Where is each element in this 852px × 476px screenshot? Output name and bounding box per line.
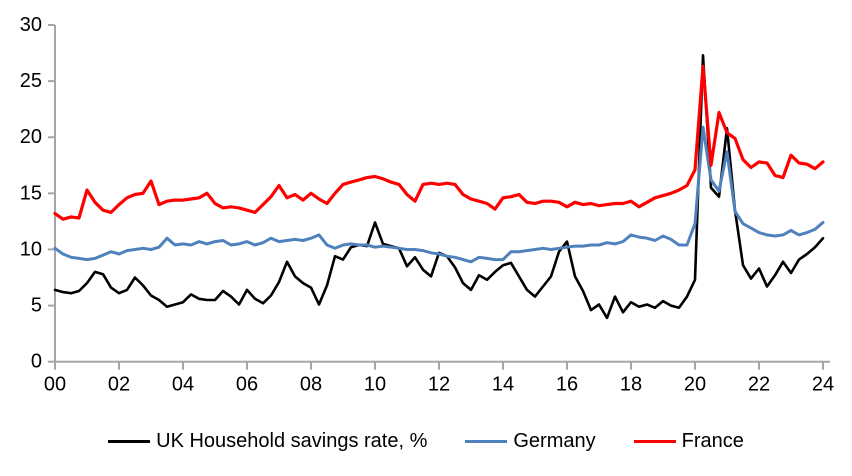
x-tick-label: 04 <box>172 374 194 396</box>
x-tick-label: 10 <box>364 374 386 396</box>
legend-item-france: France <box>633 430 744 452</box>
x-tick-label: 22 <box>748 374 770 396</box>
x-tick-label: 24 <box>812 374 834 396</box>
uk-line-swatch <box>108 439 151 443</box>
y-tick-label: 5 <box>31 295 42 317</box>
x-tick-label: 18 <box>620 374 642 396</box>
x-tick-label: 12 <box>428 374 450 396</box>
series-line-2 <box>53 64 825 221</box>
legend-label-uk: UK Household savings rate, % <box>156 430 428 452</box>
legend-item-uk: UK Household savings rate, % <box>108 431 427 451</box>
y-tick-label: 25 <box>20 70 42 92</box>
x-tick-label: 20 <box>684 374 706 396</box>
germany-line-swatch <box>465 439 508 443</box>
y-tick-label: 15 <box>20 182 42 204</box>
y-tick-label: 20 <box>20 126 42 148</box>
y-tick-label: 0 <box>31 351 42 373</box>
chart-legend: UK Household savings rate, % Germany Fra… <box>0 420 852 462</box>
legend-item-germany: Germany <box>465 430 596 452</box>
x-tick-label: 16 <box>556 374 578 396</box>
france-line-swatch <box>633 439 676 443</box>
legend-label-germany: Germany <box>513 430 596 452</box>
y-tick-label: 10 <box>20 238 42 260</box>
x-tick-label: 08 <box>300 374 322 396</box>
y-tick-label: 30 <box>20 14 42 36</box>
x-tick-label: 00 <box>44 374 66 396</box>
x-tick-label: 06 <box>236 374 258 396</box>
series-line-0 <box>53 53 825 320</box>
x-tick-label: 14 <box>492 374 514 396</box>
x-tick-label: 02 <box>108 374 130 396</box>
series-line-1 <box>53 125 825 264</box>
chart-plot-area: 0 5 10 15 20 25 30 00 02 04 06 08 10 12 14 16 18 20 22 24 <box>20 14 834 396</box>
legend-label-france: France <box>681 430 744 452</box>
